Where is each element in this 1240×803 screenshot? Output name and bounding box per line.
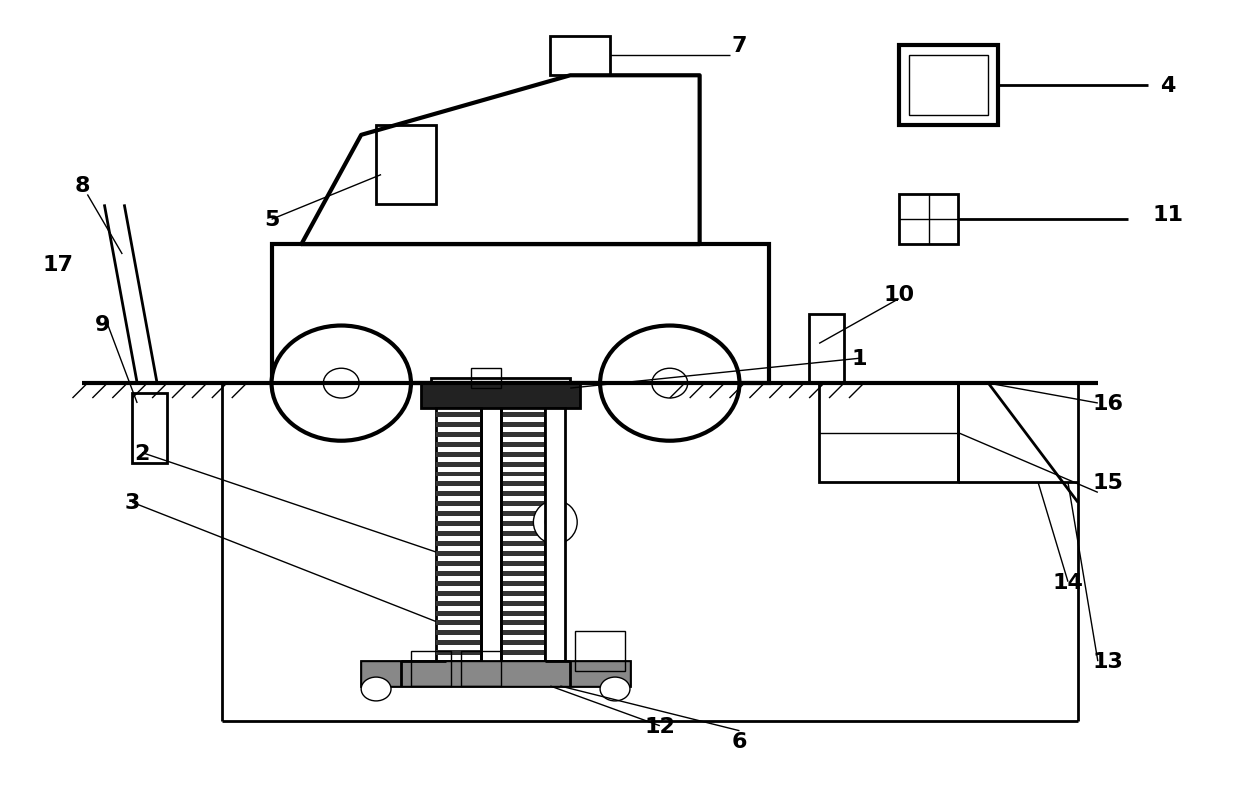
Text: 9: 9 (94, 314, 110, 334)
Bar (361, 662, 630, 686)
Bar (899, 195, 959, 245)
Text: 10: 10 (883, 284, 914, 304)
Bar (909, 56, 988, 116)
Bar (410, 651, 451, 686)
Text: 5: 5 (264, 210, 279, 230)
Text: 7: 7 (732, 36, 748, 56)
Ellipse shape (600, 677, 630, 701)
Bar (501, 409, 546, 662)
Bar (551, 36, 610, 76)
Bar (272, 245, 769, 384)
Text: 1: 1 (851, 349, 867, 369)
Text: 4: 4 (1159, 76, 1176, 96)
Ellipse shape (652, 369, 688, 398)
Ellipse shape (324, 369, 360, 398)
Text: 15: 15 (1092, 473, 1123, 493)
Text: 16: 16 (1092, 393, 1123, 414)
Bar (376, 126, 435, 205)
Text: 8: 8 (74, 175, 91, 195)
Text: 14: 14 (1053, 572, 1084, 592)
Text: 13: 13 (1092, 651, 1123, 671)
Bar (361, 662, 630, 686)
Text: 12: 12 (645, 715, 676, 736)
Bar (420, 384, 580, 409)
Ellipse shape (272, 326, 410, 441)
Text: 17: 17 (42, 255, 73, 275)
Text: 2: 2 (134, 443, 150, 463)
Text: 11: 11 (1152, 205, 1183, 225)
Bar (899, 47, 998, 126)
Bar (471, 369, 501, 389)
Ellipse shape (546, 512, 565, 532)
Text: 6: 6 (732, 731, 748, 751)
Bar (435, 409, 481, 662)
Bar (546, 409, 565, 662)
Bar (133, 393, 167, 463)
Bar (461, 651, 501, 686)
Ellipse shape (533, 501, 577, 544)
Bar (430, 379, 570, 398)
Ellipse shape (600, 326, 739, 441)
Text: 3: 3 (124, 493, 140, 512)
Bar (575, 632, 625, 671)
Ellipse shape (361, 677, 391, 701)
Bar (810, 314, 844, 384)
Bar (820, 384, 959, 483)
